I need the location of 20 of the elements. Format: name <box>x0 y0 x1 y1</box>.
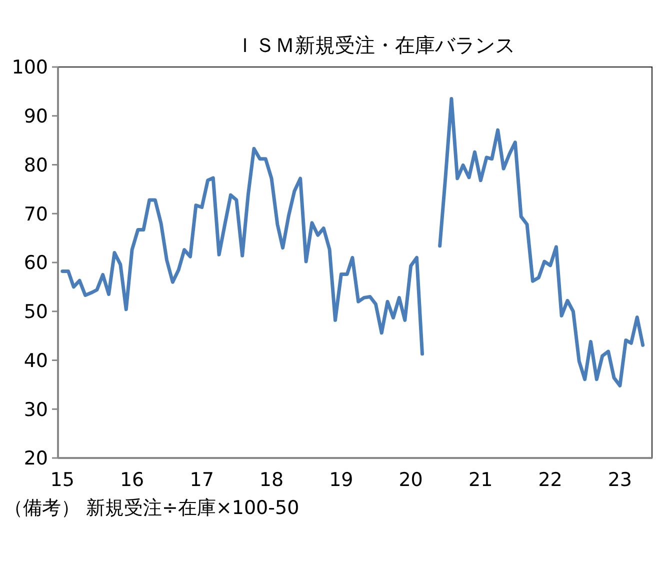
x-tick-label: 23 <box>608 469 632 491</box>
x-tick-label: 15 <box>50 469 74 491</box>
chart-title: ＩＳＭ新規受注・在庫バランス <box>235 33 515 57</box>
x-tick-label: 18 <box>259 469 284 491</box>
text: （備考） 新規受注÷在庫×100-50 <box>4 497 300 519</box>
y-tick-label: 20 <box>24 448 48 470</box>
y-tick-label: 80 <box>24 154 48 176</box>
x-tick-label: 17 <box>190 469 214 491</box>
y-tick-label: 60 <box>24 252 48 274</box>
y-tick-label: 40 <box>24 350 48 372</box>
x-tick-label: 21 <box>468 469 493 491</box>
x-tick-label: 16 <box>120 469 144 491</box>
y-tick-label: 30 <box>24 398 48 421</box>
y-tick-label: 70 <box>24 203 48 226</box>
x-tick-label: 19 <box>329 469 354 491</box>
y-tick-label: 50 <box>24 301 48 324</box>
x-tick-label: 20 <box>398 469 423 491</box>
y-tick-label: 90 <box>24 106 48 128</box>
x-tick-label: 22 <box>538 469 562 491</box>
y-tick-label: 100 <box>12 56 48 79</box>
